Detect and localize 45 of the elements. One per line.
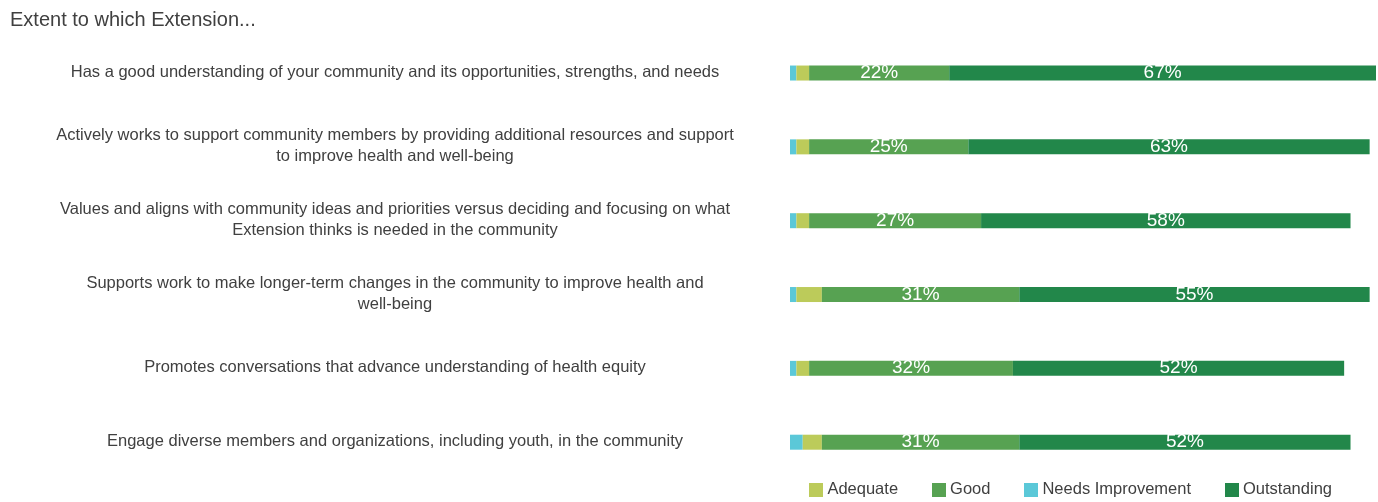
bar <box>1019 434 1351 450</box>
data-label: 52% <box>1159 356 1198 378</box>
data-label: 22% <box>860 61 899 83</box>
bar <box>821 434 1020 450</box>
bar <box>790 287 797 303</box>
data-label: 67% <box>1143 61 1182 83</box>
bar <box>796 139 810 155</box>
y-tick-label: Promotes conversations that advance understanding of health equity <box>144 357 647 376</box>
y-tick-label: Values and aligns with community ideas and priorities versus deciding and focusing on what Extension thinks is needed in the community <box>59 199 731 239</box>
bar <box>796 360 810 376</box>
bar <box>796 287 822 303</box>
bar <box>790 65 797 81</box>
bar <box>809 360 1013 376</box>
legend-label: Outstanding <box>1243 479 1332 497</box>
legend-label: Needs Improvement <box>1042 479 1192 497</box>
data-label: 55% <box>1175 282 1214 304</box>
data-label: 32% <box>892 356 931 378</box>
bar <box>968 139 1370 155</box>
data-label: 27% <box>876 208 915 230</box>
bar <box>790 139 797 155</box>
data-label: 31% <box>901 282 940 304</box>
bar <box>796 213 810 229</box>
bar <box>802 434 822 450</box>
bar <box>790 434 803 450</box>
y-tick-label: Supports work to make longer-term changes in the community to improve health and well-being <box>86 273 704 313</box>
data-label: 31% <box>901 430 940 452</box>
bar <box>949 65 1376 81</box>
data-label: 52% <box>1165 430 1205 452</box>
bar <box>809 213 982 229</box>
bar <box>796 65 810 81</box>
bar <box>790 213 797 229</box>
data-label: 63% <box>1149 134 1189 156</box>
bar <box>1012 360 1345 376</box>
data-label: 25% <box>869 134 908 156</box>
bar <box>1019 287 1370 303</box>
bar <box>790 360 797 376</box>
bar <box>981 213 1351 229</box>
legend-label: Adequate <box>827 479 899 497</box>
legend-label: Good <box>950 479 991 497</box>
data-label: 58% <box>1146 208 1185 230</box>
bar <box>821 287 1020 303</box>
y-tick-label: Has a good understanding of your community and its opportunities, strengths, and needs <box>70 62 720 81</box>
y-tick-label: Actively works to support community members by providing additional resources and support to improve health and well-being <box>56 125 735 165</box>
y-tick-label: Engage diverse members and organizations, including youth, in the community <box>107 431 684 450</box>
text: Extent to which Extension... <box>10 8 256 31</box>
